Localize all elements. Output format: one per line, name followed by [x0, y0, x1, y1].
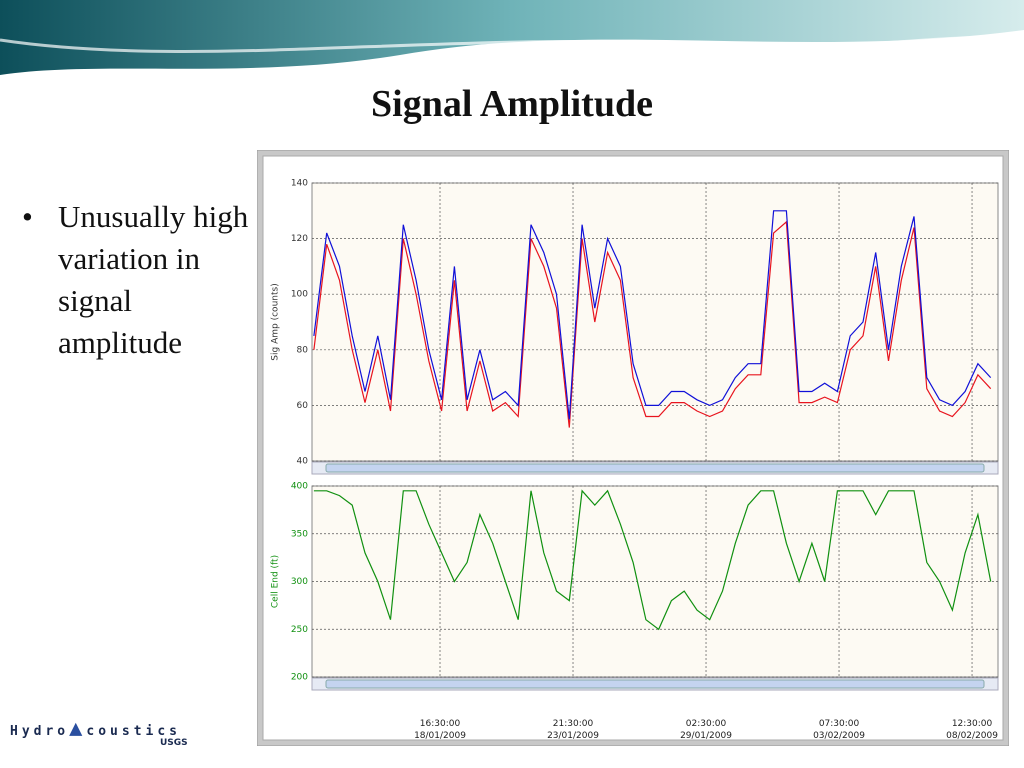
series-line: [313, 220, 992, 428]
bullet-text: Unusually high variation in signal ampli…: [58, 199, 249, 360]
y-tick-label: 400: [291, 482, 308, 492]
x-tick-label: 12:30:00 08/02/2009: [946, 719, 998, 741]
y-tick-label: 200: [291, 673, 308, 683]
y-tick-label: 350: [291, 529, 308, 539]
plot-area: [311, 485, 999, 678]
scrollbar-thumb: [325, 463, 985, 473]
plot-area: [311, 182, 999, 462]
y-tick-label: 250: [291, 625, 308, 635]
y-tick-label: 100: [291, 290, 308, 300]
scrollbar-thumb: [325, 679, 985, 689]
x-tick-label: 16:30:00 18/01/2009: [414, 719, 466, 741]
y-tick-label: 80: [297, 345, 309, 355]
logo: Hydro▲coustics USGS: [10, 716, 188, 748]
y-tick-label: 140: [291, 179, 308, 189]
y-axis-label: Sig Amp (counts): [271, 283, 281, 360]
logo-text: coustics: [86, 724, 182, 739]
y-tick-label: 300: [291, 577, 308, 587]
x-tick-label: 07:30:00 03/02/2009: [813, 719, 865, 741]
x-tick-label: 21:30:00 23/01/2009: [547, 719, 599, 741]
x-tick-label: 02:30:00 29/01/2009: [680, 719, 732, 741]
series-line: [313, 210, 992, 420]
y-axis-label: Cell End (ft): [271, 555, 281, 608]
header-wave: [0, 0, 1024, 75]
slide-title: Signal Amplitude: [371, 83, 653, 125]
series-line: [313, 489, 992, 631]
y-tick-label: 40: [297, 457, 309, 467]
y-tick-label: 120: [291, 234, 308, 244]
y-tick-label: 60: [297, 401, 309, 411]
logo-sub: USGS: [160, 738, 188, 748]
logo-text: Hydro: [10, 724, 70, 739]
chart-window: 40 60 80 100 120 140 Sig Amp (counts) 200 250 300…: [257, 150, 1009, 746]
